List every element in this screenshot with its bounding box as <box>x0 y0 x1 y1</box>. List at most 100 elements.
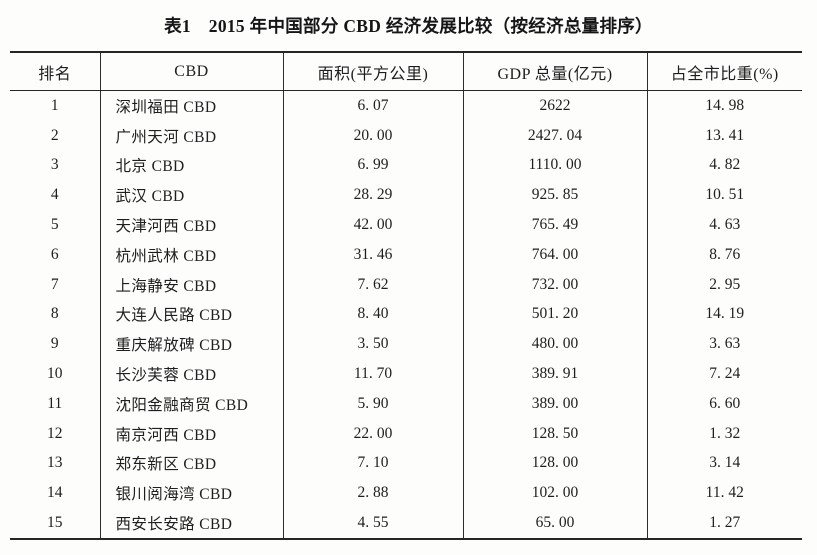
cbd-comparison-table: 排名 CBD 面积(平方公里) GDP 总量(亿元) 占全市比重(%) 1 深圳福田 CB… <box>10 51 802 540</box>
cbd-name-cell: 重庆解放碑 CBD <box>99 329 283 360</box>
share-cell: 7. 24 <box>646 359 802 389</box>
share-cell: 4. 82 <box>646 150 802 181</box>
area-cell: 2. 88 <box>282 478 463 509</box>
table-row: 11 沈阳金融商贸 CBD 5. 90 389. 00 6. 60 <box>10 388 802 419</box>
table-row: 12 南京河西 CBD 22. 00 128. 50 1. 32 <box>10 418 802 449</box>
share-cell: 13. 41 <box>646 120 802 151</box>
table-row: 10 长沙芙蓉 CBD 11. 70 389. 91 7. 24 <box>10 359 802 389</box>
table-row: 7 上海静安 CBD 7. 62 732. 00 2. 95 <box>10 269 802 300</box>
cbd-name-cell: 南京河西 CBD <box>99 418 283 449</box>
gdp-cell: 128. 00 <box>462 448 647 479</box>
cbd-name-cell: 大连人民路 CBD <box>99 299 283 330</box>
share-cell: 11. 42 <box>646 478 802 509</box>
cbd-name-cell: 沈阳金融商贸 CBD <box>99 388 283 419</box>
gdp-column-header: GDP 总量(亿元) <box>462 51 647 91</box>
table-row: 8 大连人民路 CBD 8. 40 501. 20 14. 19 <box>10 299 802 330</box>
table-row: 3 北京 CBD 6. 99 1110. 00 4. 82 <box>10 150 802 181</box>
share-cell: 3. 63 <box>646 329 802 360</box>
rank-cell: 4 <box>50 186 59 204</box>
share-cell: 6. 60 <box>646 388 802 419</box>
share-column-header: 占全市比重(%) <box>646 51 802 91</box>
cbd-name-cell: 深圳福田 CBD <box>99 90 283 121</box>
gdp-cell: 480. 00 <box>462 329 647 360</box>
gdp-cell: 1110. 00 <box>462 150 647 181</box>
table-body: 1 深圳福田 CBD 6. 07 2622 14. 98 2 广州天河 CBD 20. 00 2… <box>10 90 802 540</box>
cbd-name-cell: 武汉 CBD <box>99 180 283 211</box>
cbd-name-cell: 上海静安 CBD <box>99 269 283 300</box>
gdp-cell: 65. 00 <box>462 508 647 540</box>
gdp-cell: 765. 49 <box>462 210 647 240</box>
area-cell: 3. 50 <box>282 329 463 360</box>
cbd-name-cell: 长沙芙蓉 CBD <box>99 359 283 389</box>
rank-cell: 8 <box>50 305 59 323</box>
area-cell: 28. 29 <box>282 180 463 211</box>
area-cell: 5. 90 <box>282 388 463 419</box>
rank-cell: 13 <box>47 454 63 472</box>
area-cell: 7. 10 <box>282 448 463 479</box>
rank-column-header: 排名 <box>10 51 100 91</box>
gdp-cell: 389. 00 <box>462 388 647 419</box>
area-cell: 6. 07 <box>282 90 463 121</box>
gdp-cell: 389. 91 <box>462 359 647 389</box>
table-row: 2 广州天河 CBD 20. 00 2427. 04 13. 41 <box>10 120 802 151</box>
table-title: 表1 2015 年中国部分 CBD 经济发展比较（按经济总量排序） <box>164 16 653 36</box>
area-cell: 22. 00 <box>282 418 463 449</box>
table-row: 9 重庆解放碑 CBD 3. 50 480. 00 3. 63 <box>10 329 802 360</box>
gdp-cell: 732. 00 <box>462 269 647 300</box>
rank-cell: 5 <box>50 216 59 234</box>
share-cell: 3. 14 <box>646 448 802 479</box>
table-row: 4 武汉 CBD 28. 29 925. 85 10. 51 <box>10 180 802 211</box>
rank-cell: 2 <box>50 126 59 144</box>
rank-cell: 9 <box>50 335 59 353</box>
area-cell: 6. 99 <box>282 150 463 181</box>
area-column-header: 面积(平方公里) <box>282 51 463 91</box>
rank-cell: 7 <box>50 275 59 293</box>
share-cell: 14. 98 <box>646 90 802 121</box>
area-cell: 4. 55 <box>282 508 463 540</box>
cbd-name-cell: 天津河西 CBD <box>99 210 283 240</box>
rank-cell: 3 <box>50 156 59 174</box>
cbd-name-cell: 西安长安路 CBD <box>99 508 283 540</box>
rank-cell: 10 <box>47 365 63 383</box>
table-row: 6 杭州武林 CBD 31. 46 764. 00 8. 76 <box>10 239 802 270</box>
rank-cell: 6 <box>50 245 59 263</box>
rank-cell: 1 <box>50 96 59 114</box>
cbd-name-cell: 郑东新区 CBD <box>99 448 283 479</box>
gdp-cell: 2622 <box>462 90 647 121</box>
share-cell: 8. 76 <box>646 239 802 270</box>
gdp-cell: 925. 85 <box>462 180 647 211</box>
cbd-name-cell: 杭州武林 CBD <box>99 239 283 270</box>
gdp-cell: 2427. 04 <box>462 120 647 151</box>
table-row: 14 银川阅海湾 CBD 2. 88 102. 00 11. 42 <box>10 478 802 509</box>
share-cell: 1. 27 <box>646 508 802 540</box>
area-cell: 42. 00 <box>282 210 463 240</box>
share-cell: 1. 32 <box>646 418 802 449</box>
cbd-name-cell: 北京 CBD <box>99 150 283 181</box>
share-cell: 4. 63 <box>646 210 802 240</box>
rank-cell: 14 <box>47 484 63 502</box>
table-row: 13 郑东新区 CBD 7. 10 128. 00 3. 14 <box>10 448 802 479</box>
table-row: 5 天津河西 CBD 42. 00 765. 49 4. 63 <box>10 210 802 240</box>
header-row: 排名 CBD 面积(平方公里) GDP 总量(亿元) 占全市比重(%) <box>10 51 802 91</box>
share-cell: 2. 95 <box>646 269 802 300</box>
cbd-name-cell: 银川阅海湾 CBD <box>99 478 283 509</box>
area-cell: 31. 46 <box>282 239 463 270</box>
area-cell: 20. 00 <box>282 120 463 151</box>
share-cell: 10. 51 <box>646 180 802 211</box>
area-cell: 8. 40 <box>282 299 463 330</box>
gdp-cell: 501. 20 <box>462 299 647 330</box>
table-header: 排名 CBD 面积(平方公里) GDP 总量(亿元) 占全市比重(%) <box>10 51 802 91</box>
cbd-column-header: CBD <box>99 51 283 91</box>
area-cell: 11. 70 <box>282 359 463 389</box>
gdp-cell: 764. 00 <box>462 239 647 270</box>
gdp-cell: 128. 50 <box>462 418 647 449</box>
table-row: 1 深圳福田 CBD 6. 07 2622 14. 98 <box>10 90 802 121</box>
table-row: 15 西安长安路 CBD 4. 55 65. 00 1. 27 <box>10 508 802 540</box>
rank-cell: 11 <box>47 394 63 412</box>
gdp-cell: 102. 00 <box>462 478 647 509</box>
area-cell: 7. 62 <box>282 269 463 300</box>
cbd-name-cell: 广州天河 CBD <box>99 120 283 151</box>
share-cell: 14. 19 <box>646 299 802 330</box>
rank-cell: 12 <box>47 424 63 442</box>
